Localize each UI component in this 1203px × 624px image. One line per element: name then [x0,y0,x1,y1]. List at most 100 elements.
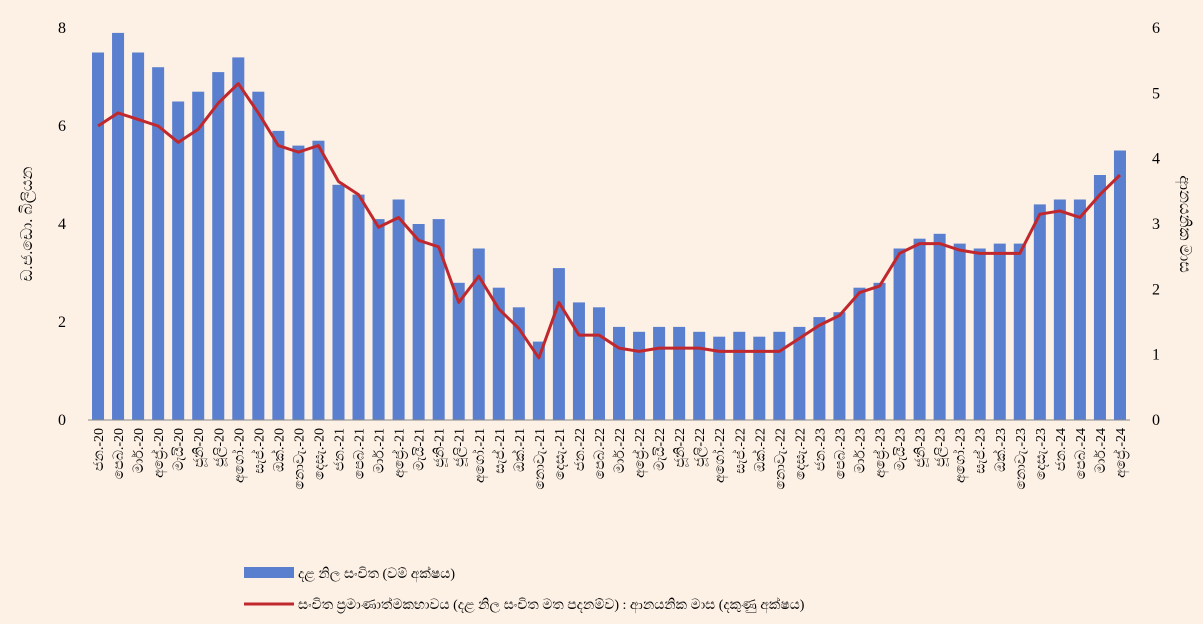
x-tick-label: නොවැ.-22 [773,428,788,490]
bar [673,326,686,420]
y2-tick-label: 6 [1152,20,1160,37]
bar [973,248,986,420]
x-tick-label: අප්‍රේ.-22 [632,428,649,478]
y2-axis-label: ආනයනික මාස [1175,175,1193,273]
x-tick-label: මාර්.-22 [612,428,628,473]
x-tick-label: ජූලි-21 [453,428,469,467]
line [97,82,1122,360]
x-tick-label: ජූනි-21 [433,428,449,468]
bar [733,331,746,420]
bar [653,326,666,420]
bar [613,326,626,420]
x-tick-label: මාර්.-24 [1093,428,1109,473]
legend-label: දළ නිල සංචිත (වම් අක්ෂය) [298,566,455,583]
y2-tick-label: 0 [1152,412,1160,429]
x-tick-label: මාර්.-23 [852,428,868,473]
y2-tick-label: 4 [1152,151,1160,168]
bar [793,326,806,420]
bar [713,336,726,420]
x-tick-label: අගෝ.-20 [231,428,248,483]
x-tick-label: මැයි-21 [413,428,428,471]
bar [292,145,305,420]
y-axis-label: ඩ.ජ.ඩො. බිලියන [19,167,37,282]
x-tick-label: පෙබ.-22 [593,428,608,479]
x-tick-label: ජන.-20 [92,428,107,471]
bar [272,130,285,420]
bar [372,219,385,420]
bar [112,32,125,421]
x-tick-label: ජූනි-22 [673,428,689,468]
bar [893,248,906,420]
bar [492,287,505,420]
x-tick-label: මාර්.-21 [372,428,388,473]
bar [933,233,946,420]
bar [92,52,105,420]
bar [773,331,786,420]
y2-tick-label: 1 [1152,347,1160,364]
bar [572,302,585,420]
x-tick-label: ජූලි-20 [212,428,228,467]
x-tick-label: මැයි-22 [653,428,668,471]
y-tick-label: 6 [58,118,66,135]
bar [152,67,165,420]
x-tick-label: පෙබ.-24 [1074,428,1089,479]
bar [693,331,706,420]
x-tick-label: ජන.-23 [813,428,828,471]
x-tick-label: සැප්.-21 [492,428,508,474]
x-tick-label: නොවැ.-23 [1014,428,1029,490]
bar [312,140,325,420]
x-tick-label: ඔක්.-20 [271,428,287,472]
bar [192,91,205,420]
bar [352,194,365,420]
x-tick-label: දෙසැ.-22 [793,428,808,480]
y2-tick-label: 5 [1152,85,1160,102]
x-tick-label: පෙබ.-21 [353,428,368,479]
x-tick-label: අගෝ.-23 [953,428,970,483]
x-tick-label: ජන.-22 [573,428,588,471]
x-tick-label: මාර්.-20 [131,428,147,473]
bar [432,219,445,420]
bar [472,248,485,420]
bar [1013,243,1026,420]
bar [1073,199,1086,420]
y2-tick-label: 2 [1152,281,1160,298]
bar [813,317,826,420]
bar [1033,204,1046,420]
x-tick-label: අගෝ.-22 [712,428,729,483]
bar [1113,150,1126,420]
x-tick-label: ජූනි-20 [192,428,208,468]
bar [252,91,265,420]
legend-swatch [244,567,294,578]
x-tick-label: අප්‍රේ.-24 [1113,428,1130,478]
y-tick-label: 0 [58,412,66,429]
x-tick-label: දෙසැ.-23 [1034,428,1049,480]
x-tick-label: මැයි-20 [172,428,187,471]
bar [1053,199,1066,420]
x-tick-label: ජන.-21 [332,428,347,471]
bar [592,307,605,420]
y-tick-label: 8 [58,20,66,37]
bar [1093,175,1106,420]
bar [532,341,545,420]
x-tick-label: ඔක්.-21 [512,428,528,472]
bar [232,57,245,421]
bar [833,312,846,420]
bar [392,199,405,420]
x-tick-label: සැප්.-20 [251,428,267,474]
x-tick-label: අප්‍රේ.-23 [872,428,889,478]
x-tick-label: මැයි-23 [893,428,908,471]
bar [552,268,565,420]
bar [873,282,886,420]
x-tick-label: පෙබ.-23 [833,428,848,479]
x-tick-label: ජන.-24 [1054,428,1069,471]
bar [452,282,465,420]
bar [332,184,345,420]
bar [633,331,646,420]
x-tick-label: අගෝ.-21 [472,428,489,483]
y-tick-label: 4 [58,216,66,233]
bar [913,238,926,420]
bar [172,101,185,420]
x-tick-label: සැප්.-23 [973,428,989,474]
